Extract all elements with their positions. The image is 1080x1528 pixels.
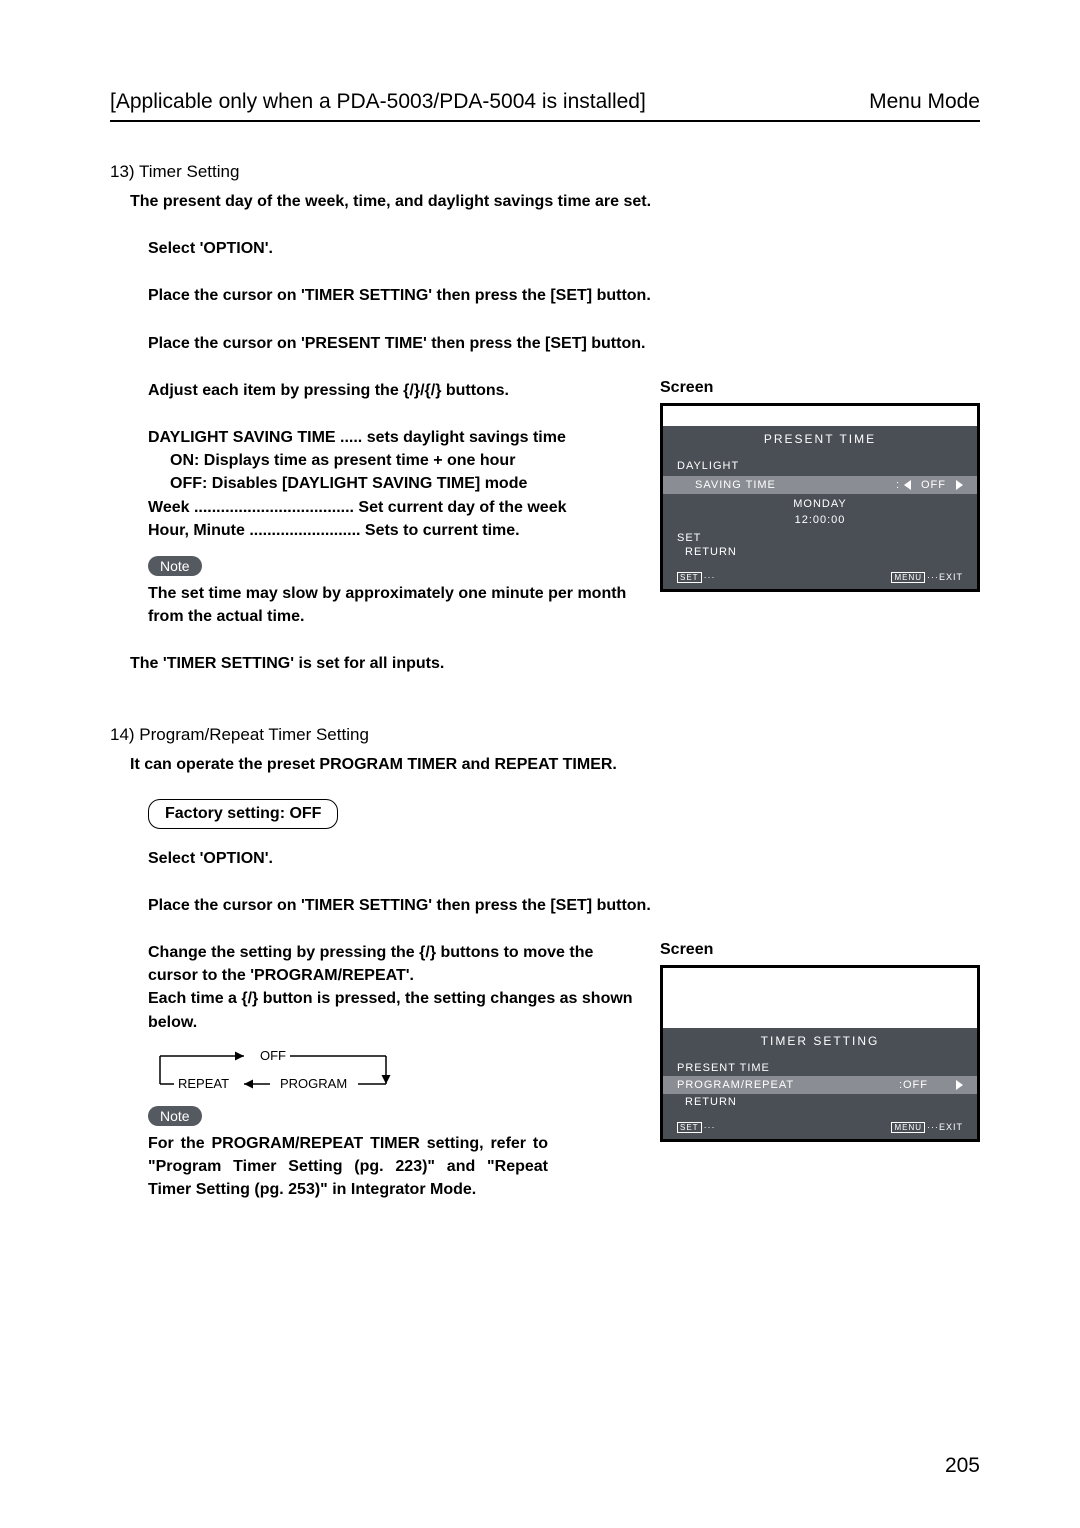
- header-left: [Applicable only when a PDA-5003/PDA-500…: [110, 90, 646, 114]
- section-13-intro: The present day of the week, time, and d…: [130, 190, 980, 213]
- flow-diagram-svg: OFF REPEAT PROGRAM: [140, 1044, 420, 1094]
- s13-dst-on: ON: Displays time as present time + one …: [170, 449, 640, 472]
- screen1-title: PRESENT TIME: [663, 426, 977, 452]
- flow-program: PROGRAM: [280, 1076, 347, 1091]
- section-13-heading: 13) Timer Setting: [110, 162, 980, 182]
- page: [Applicable only when a PDA-5003/PDA-500…: [0, 0, 1080, 1528]
- s14-columns: Change the setting by pressing the {/} b…: [110, 941, 980, 1201]
- s13-note-body: The set time may slow by approximately o…: [148, 582, 640, 628]
- screen2-footer: SET··· MENU···EXIT: [663, 1118, 977, 1139]
- screen1-footer: SET··· MENU···EXIT: [663, 568, 977, 589]
- s13-dst-off: OFF: Disables [DAYLIGHT SAVING TIME] mod…: [170, 472, 640, 495]
- s13-step3: Place the cursor on 'PRESENT TIME' then …: [148, 332, 980, 355]
- s13-footer: The 'TIMER SETTING' is set for all input…: [130, 652, 980, 675]
- s14-step4: Each time a {/} button is pressed, the s…: [148, 987, 640, 1033]
- section-14-heading: 14) Program/Repeat Timer Setting: [110, 725, 980, 745]
- screen1-daylight: DAYLIGHT: [663, 456, 977, 476]
- s13-step1: Select 'OPTION'.: [148, 237, 980, 260]
- s14-step2: Place the cursor on 'TIMER SETTING' then…: [148, 894, 980, 917]
- s13-hourmin: Hour, Minute ......................... S…: [148, 519, 640, 542]
- note-pill: Note: [148, 556, 202, 576]
- screen2-present-time: PRESENT TIME: [663, 1058, 977, 1076]
- screen2-program-repeat-row: PROGRAM/REPEAT :OFF: [663, 1076, 977, 1094]
- flow-off: OFF: [260, 1048, 286, 1063]
- screen1-label: Screen: [660, 379, 980, 397]
- screen1-set: SET: [663, 530, 977, 546]
- note-pill-2: Note: [148, 1106, 202, 1126]
- page-header: [Applicable only when a PDA-5003/PDA-500…: [110, 90, 980, 122]
- screen1-day: MONDAY: [663, 494, 977, 514]
- s13-week: Week ...................................…: [148, 496, 640, 519]
- s13-columns: Adjust each item by pressing the {/}/{/}…: [110, 379, 980, 629]
- factory-setting-box: Factory setting: OFF: [148, 799, 338, 829]
- flow-diagram: OFF REPEAT PROGRAM: [140, 1044, 420, 1094]
- s14-step1: Select 'OPTION'.: [148, 847, 980, 870]
- screen1-osd: PRESENT TIME DAYLIGHT SAVING TIME : OFF …: [660, 403, 980, 592]
- screen2-label: Screen: [660, 941, 980, 959]
- screen1-time: 12:00:00: [663, 514, 977, 530]
- screen2-pr-value: :OFF: [899, 1079, 928, 1091]
- s13-step2: Place the cursor on 'TIMER SETTING' then…: [148, 284, 980, 307]
- triangle-right-icon: [956, 480, 963, 490]
- s14-note-body: For the PROGRAM/REPEAT TIMER setting, re…: [148, 1132, 548, 1202]
- section-14-intro: It can operate the preset PROGRAM TIMER …: [130, 753, 980, 776]
- triangle-right-icon-2: [956, 1080, 963, 1090]
- flow-repeat: REPEAT: [178, 1076, 229, 1091]
- s13-dst-line: DAYLIGHT SAVING TIME ..... sets daylight…: [148, 426, 640, 449]
- screen1-saving-time-row: SAVING TIME : OFF: [663, 476, 977, 494]
- screen1-dst-value: OFF: [921, 479, 946, 491]
- s14-step3: Change the setting by pressing the {/} b…: [148, 941, 640, 987]
- page-number: 205: [945, 1454, 980, 1478]
- screen2-return: RETURN: [677, 1096, 737, 1108]
- screen1-return: RETURN: [677, 546, 737, 558]
- triangle-left-icon: [904, 480, 911, 490]
- screen2-osd: TIMER SETTING PRESENT TIME PROGRAM/REPEA…: [660, 965, 980, 1142]
- s13-step4: Adjust each item by pressing the {/}/{/}…: [148, 379, 640, 402]
- screen2-title: TIMER SETTING: [663, 1028, 977, 1054]
- header-right: Menu Mode: [869, 90, 980, 114]
